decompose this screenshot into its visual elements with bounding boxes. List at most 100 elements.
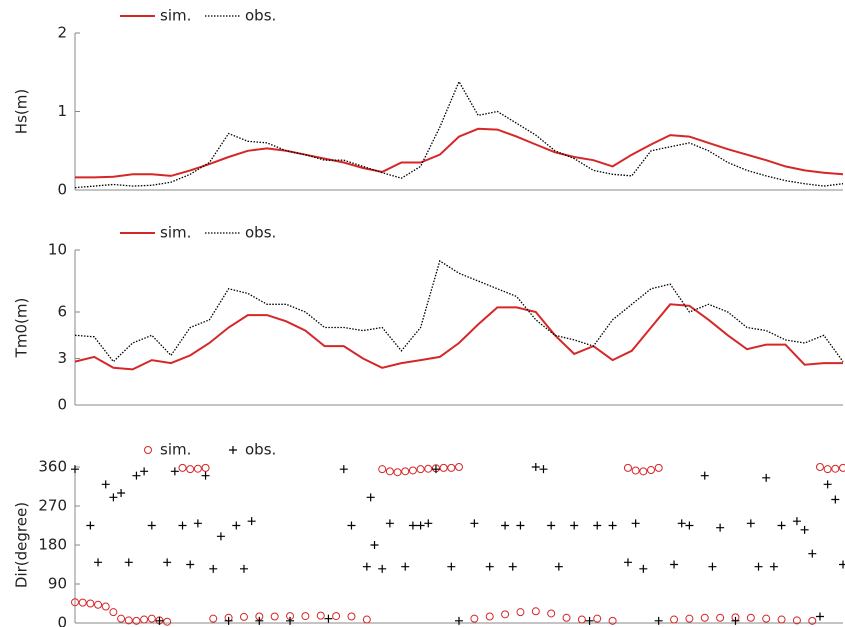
obs-marker bbox=[347, 521, 356, 530]
sim-marker bbox=[124, 616, 133, 625]
sim-marker bbox=[562, 613, 571, 622]
legend-label: sim. bbox=[160, 224, 191, 242]
obs-marker bbox=[792, 517, 801, 526]
series-line bbox=[74, 259, 844, 363]
obs-marker bbox=[71, 465, 79, 474]
sim-marker bbox=[109, 608, 118, 617]
obs-marker bbox=[501, 521, 510, 530]
sim-marker bbox=[808, 616, 817, 625]
y-tick-label: 360 bbox=[38, 458, 67, 476]
sim-marker bbox=[516, 608, 525, 617]
sim-marker bbox=[270, 612, 279, 621]
y-tick-label: 270 bbox=[38, 497, 67, 515]
sim-marker bbox=[792, 616, 801, 625]
sim-marker bbox=[117, 614, 126, 623]
y-tick-label: 3 bbox=[57, 349, 67, 367]
sim-marker bbox=[823, 465, 832, 474]
obs-marker bbox=[155, 616, 164, 625]
sim-marker bbox=[455, 463, 463, 471]
obs-marker bbox=[170, 467, 179, 476]
sim-marker bbox=[685, 614, 694, 623]
sim-marker bbox=[193, 464, 202, 473]
sim-marker bbox=[132, 616, 141, 625]
obs-marker bbox=[708, 562, 717, 571]
legend-label: obs. bbox=[245, 224, 276, 242]
obs-marker bbox=[700, 471, 709, 480]
obs-marker bbox=[554, 562, 563, 571]
obs-marker bbox=[408, 521, 417, 530]
series-line bbox=[75, 127, 844, 179]
y-tick-label: 0 bbox=[57, 614, 67, 627]
sim-marker bbox=[762, 614, 771, 623]
sim-marker bbox=[631, 466, 640, 475]
sim-marker bbox=[178, 463, 187, 472]
obs-marker bbox=[378, 564, 387, 573]
sim-marker bbox=[378, 465, 387, 474]
legend-label: obs. bbox=[245, 7, 276, 25]
obs-marker bbox=[455, 616, 463, 625]
y-tick-label: 180 bbox=[38, 536, 67, 554]
obs-marker bbox=[366, 493, 375, 502]
sim-marker bbox=[670, 615, 679, 624]
obs-marker bbox=[593, 521, 602, 530]
sim-marker bbox=[332, 612, 341, 621]
sim-marker bbox=[424, 464, 433, 473]
sim-marker bbox=[385, 467, 394, 476]
obs-marker bbox=[117, 489, 126, 497]
sim-marker bbox=[201, 463, 210, 472]
sim-marker bbox=[94, 600, 103, 609]
y-axis-label: Dir(degree) bbox=[13, 502, 31, 588]
sim-marker bbox=[547, 609, 556, 618]
sim-marker bbox=[401, 467, 410, 476]
obs-marker bbox=[209, 564, 218, 573]
obs-marker bbox=[424, 519, 433, 528]
obs-marker bbox=[362, 562, 371, 571]
sim-marker bbox=[639, 467, 648, 476]
sim-marker bbox=[209, 614, 218, 623]
obs-marker bbox=[815, 612, 824, 621]
obs-marker bbox=[585, 616, 594, 625]
obs-marker bbox=[639, 564, 648, 573]
obs-marker bbox=[685, 521, 694, 530]
sim-marker bbox=[101, 602, 110, 611]
y-axis-label: Hs(m) bbox=[13, 89, 31, 134]
obs-marker bbox=[186, 560, 195, 569]
obs-marker bbox=[769, 562, 778, 571]
sim-marker bbox=[86, 599, 95, 608]
obs-marker bbox=[447, 562, 456, 571]
obs-marker bbox=[631, 519, 640, 528]
sim-marker bbox=[347, 612, 356, 621]
sim-marker bbox=[746, 613, 755, 622]
sim-marker bbox=[716, 613, 725, 622]
y-tick-label: 1 bbox=[57, 102, 67, 120]
obs-marker bbox=[401, 562, 410, 571]
series-line bbox=[74, 80, 844, 189]
obs-marker bbox=[324, 614, 333, 623]
obs-marker bbox=[839, 560, 845, 569]
obs-marker bbox=[539, 465, 548, 474]
obs-marker bbox=[608, 521, 617, 530]
obs-marker bbox=[431, 465, 440, 474]
sim-marker bbox=[485, 612, 494, 621]
legend-label: sim. bbox=[160, 441, 191, 459]
sim-marker bbox=[531, 607, 540, 616]
legend-label: sim. bbox=[160, 7, 191, 25]
obs-marker bbox=[163, 558, 172, 567]
obs-marker bbox=[623, 558, 632, 567]
obs-marker bbox=[716, 523, 725, 532]
obs-marker bbox=[385, 519, 394, 528]
obs-marker bbox=[109, 493, 118, 502]
sim-marker bbox=[439, 463, 448, 472]
sim-marker bbox=[316, 611, 325, 620]
obs-marker bbox=[140, 467, 149, 476]
obs-marker bbox=[286, 616, 295, 625]
obs-marker bbox=[232, 521, 241, 530]
obs-marker bbox=[508, 562, 517, 571]
obs-marker bbox=[531, 463, 540, 471]
obs-marker bbox=[416, 521, 425, 530]
sim-marker bbox=[140, 615, 149, 624]
sim-marker bbox=[408, 466, 417, 475]
obs-marker bbox=[255, 616, 264, 625]
sim-marker bbox=[647, 466, 655, 475]
